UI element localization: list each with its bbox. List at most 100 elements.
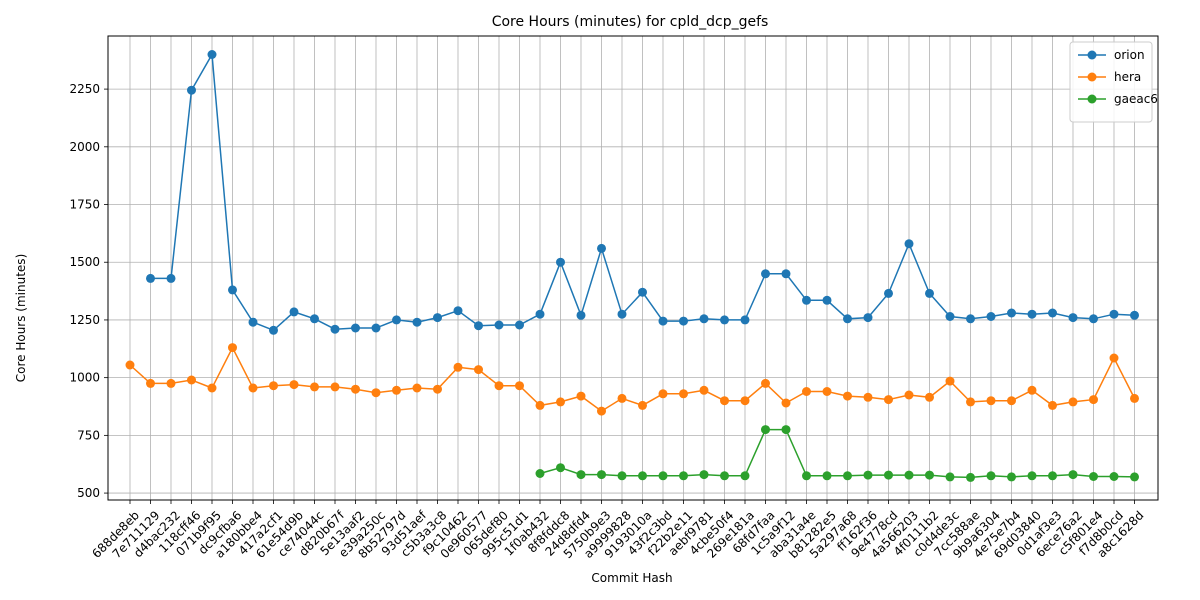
data-point-orion	[966, 314, 975, 324]
data-point-orion	[679, 316, 688, 326]
data-point-gaeac6	[597, 470, 606, 480]
data-point-hera	[597, 406, 606, 416]
data-point-hera	[453, 362, 463, 372]
data-point-gaeac6	[617, 471, 627, 481]
data-point-hera	[392, 385, 401, 395]
data-point-hera	[679, 389, 688, 399]
data-point-hera	[1109, 353, 1119, 363]
data-point-orion	[289, 307, 299, 317]
data-point-hera	[371, 388, 381, 398]
data-point-hera	[351, 384, 360, 394]
data-point-hera	[740, 396, 750, 406]
data-point-orion	[843, 314, 852, 324]
data-point-orion	[330, 324, 340, 334]
data-point-gaeac6	[720, 471, 729, 481]
data-point-hera	[904, 390, 914, 400]
data-point-gaeac6	[1048, 471, 1057, 481]
data-point-gaeac6	[904, 470, 914, 480]
data-point-orion	[187, 85, 196, 95]
data-point-orion	[535, 309, 545, 319]
data-point-hera	[1130, 393, 1139, 403]
data-point-orion	[1068, 313, 1078, 323]
data-point-orion	[392, 315, 401, 325]
data-point-hera	[1048, 400, 1057, 410]
data-point-orion	[720, 315, 729, 325]
series-layer	[125, 50, 1139, 482]
data-point-gaeac6	[822, 471, 832, 481]
data-point-hera	[781, 398, 791, 408]
legend-marker-orion	[1087, 50, 1097, 60]
data-point-orion	[699, 314, 709, 324]
data-point-gaeac6	[966, 472, 975, 482]
data-point-hera	[289, 380, 299, 390]
data-point-hera	[269, 381, 278, 391]
data-point-orion	[781, 269, 791, 279]
y-tick-label: 1000	[69, 371, 100, 385]
data-point-hera	[330, 382, 340, 392]
legend-marker-gaeac6	[1087, 94, 1097, 104]
data-point-orion	[925, 288, 934, 298]
data-point-gaeac6	[1027, 471, 1037, 481]
data-point-gaeac6	[802, 471, 811, 481]
data-point-orion	[1109, 309, 1119, 319]
data-point-orion	[515, 320, 524, 330]
series-gaeac6	[535, 425, 1139, 482]
data-point-gaeac6	[781, 425, 791, 435]
data-point-gaeac6	[535, 469, 545, 478]
y-tick-label: 1750	[69, 198, 100, 212]
data-point-hera	[310, 382, 319, 392]
y-tick-label: 1500	[69, 255, 100, 269]
data-point-orion	[1007, 308, 1016, 318]
data-point-hera	[802, 387, 811, 396]
data-point-orion	[474, 321, 483, 331]
plot-area-frame	[107, 35, 1159, 501]
data-point-gaeac6	[576, 470, 586, 480]
data-point-hera	[474, 365, 483, 375]
data-point-orion	[556, 257, 565, 267]
data-point-gaeac6	[1130, 472, 1139, 482]
data-point-gaeac6	[1089, 472, 1098, 481]
data-point-orion	[658, 316, 668, 326]
data-point-gaeac6	[556, 463, 565, 473]
data-point-hera	[884, 395, 893, 405]
data-point-orion	[1130, 310, 1139, 320]
data-point-gaeac6	[1068, 470, 1078, 480]
data-point-orion	[904, 239, 914, 249]
data-point-orion	[802, 295, 811, 305]
data-point-orion	[945, 312, 955, 321]
data-point-orion	[207, 50, 217, 59]
series-hera	[125, 343, 1139, 416]
data-point-orion	[597, 243, 606, 253]
data-point-hera	[146, 378, 155, 388]
series-line-gaeac6	[539, 428, 1135, 479]
data-point-orion	[166, 273, 176, 283]
data-point-orion	[576, 310, 586, 320]
data-point-hera	[412, 383, 422, 393]
data-point-orion	[863, 313, 873, 323]
data-point-orion	[494, 320, 504, 330]
y-tick-label: 2250	[69, 82, 100, 96]
data-point-orion	[453, 306, 463, 316]
data-point-gaeac6	[699, 470, 709, 480]
data-point-gaeac6	[1007, 472, 1016, 482]
data-point-orion	[351, 323, 360, 333]
data-point-hera	[638, 400, 647, 410]
data-point-hera	[720, 396, 729, 406]
data-point-gaeac6	[740, 471, 750, 481]
data-point-orion	[884, 288, 893, 298]
data-point-hera	[617, 393, 627, 403]
data-point-hera	[576, 391, 586, 401]
data-point-hera	[925, 392, 934, 402]
y-tick-label: 2000	[69, 140, 100, 154]
data-point-hera	[228, 343, 237, 353]
legend-label-hera: hera	[1114, 70, 1141, 84]
data-point-hera	[945, 376, 955, 386]
legend-label-orion: orion	[1114, 48, 1145, 62]
data-point-orion	[986, 312, 996, 321]
data-point-hera	[986, 396, 996, 406]
series-orion	[146, 50, 1139, 335]
x-axis-ticks: 688de8eb7e711129d4bac232118cff46071b9f95…	[89, 500, 1147, 561]
data-point-orion	[1089, 314, 1098, 324]
data-point-gaeac6	[679, 471, 688, 481]
legend: orion hera gaeac6	[1069, 41, 1158, 123]
